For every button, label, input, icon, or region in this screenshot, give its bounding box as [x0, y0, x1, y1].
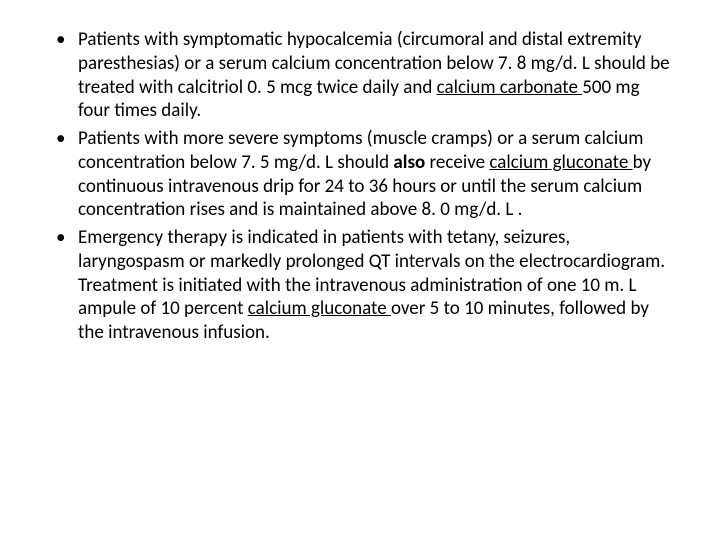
text-segment: calcium gluconate: [489, 151, 632, 174]
slide-body: Patients with symptomatic hypocalcemia (…: [0, 0, 720, 540]
bullet-item: Emergency therapy is indicated in patien…: [50, 226, 670, 345]
bullet-item: Patients with more severe symptoms (musc…: [50, 127, 670, 222]
bullet-item: Patients with symptomatic hypocalcemia (…: [50, 28, 670, 123]
text-segment: receive: [425, 151, 489, 174]
text-segment: also: [393, 151, 425, 174]
bullet-list: Patients with symptomatic hypocalcemia (…: [50, 28, 670, 345]
text-segment: calcium gluconate: [248, 297, 391, 320]
text-segment: calcium carbonate: [437, 76, 583, 99]
